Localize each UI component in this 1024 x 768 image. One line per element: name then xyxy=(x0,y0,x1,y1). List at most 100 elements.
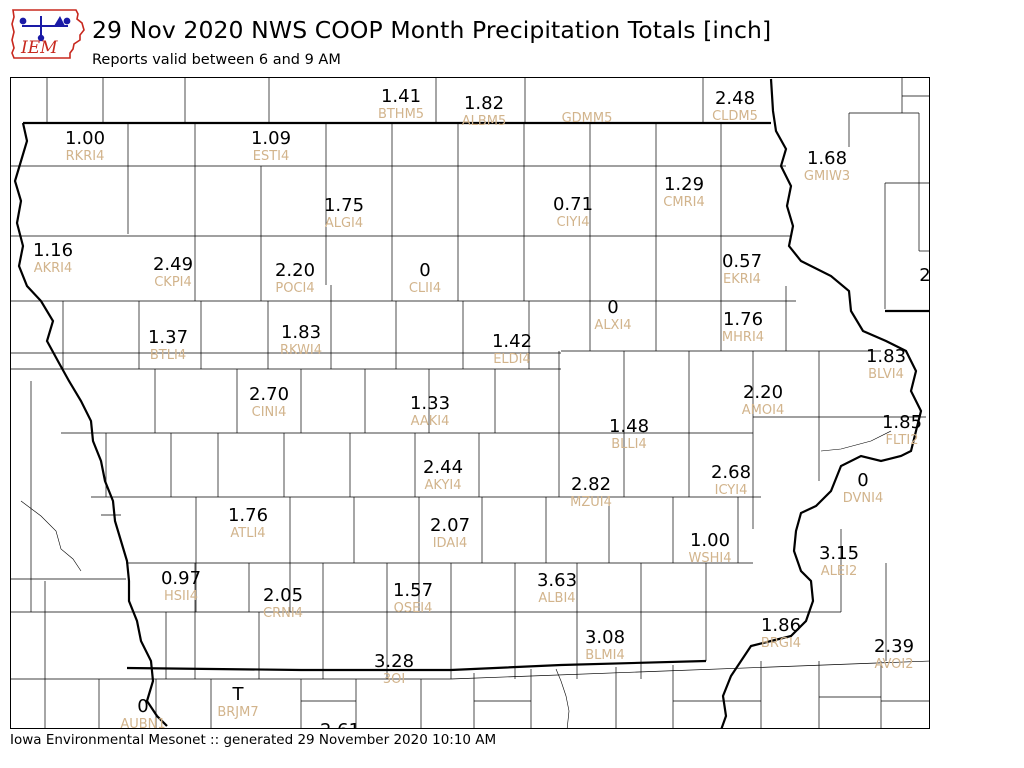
station-id: BTHM5 xyxy=(378,107,424,122)
station-id: ALXI4 xyxy=(594,318,631,333)
county-boundaries xyxy=(11,78,929,728)
station-value: 2.70 xyxy=(249,384,289,405)
station-value: 2.48 xyxy=(715,88,755,109)
station-value: 1.83 xyxy=(281,322,321,343)
station-value: 1.37 xyxy=(148,327,188,348)
station-value: 0.97 xyxy=(161,568,201,589)
station-id: ALBM5 xyxy=(462,114,507,129)
station-value: 1.42 xyxy=(492,331,532,352)
page-subtitle: Reports valid between 6 and 9 AM xyxy=(92,52,341,68)
station-id: 3OI xyxy=(383,672,405,687)
minor-rivers xyxy=(20,430,892,728)
station-value: 2.39 xyxy=(874,636,914,657)
station-value: T xyxy=(232,684,245,705)
footer-credit: Iowa Environmental Mesonet :: generated … xyxy=(10,732,497,748)
station-value: 1.33 xyxy=(410,393,450,414)
station-value: 1.29 xyxy=(664,174,704,195)
station-id: RKWI4 xyxy=(280,343,322,358)
station-value: 3.15 xyxy=(819,543,859,564)
station-id: ICYI4 xyxy=(715,483,748,498)
station-id: GMIW3 xyxy=(804,169,850,184)
station-value: 1.41 xyxy=(381,86,421,107)
station-value: 1.09 xyxy=(251,128,291,149)
station-id: CINI4 xyxy=(252,405,287,420)
station-id: MZUI4 xyxy=(570,495,612,510)
state-boundaries xyxy=(13,78,929,728)
station-value: 2.07 xyxy=(430,515,470,536)
station-value: 1.86 xyxy=(761,615,801,636)
station-value: 2.82 xyxy=(571,474,611,495)
header: IEM 29 Nov 2020 NWS COOP Month Precipita… xyxy=(0,0,1024,76)
page-title: 29 Nov 2020 NWS COOP Month Precipitation… xyxy=(92,16,772,44)
station-value: 1.00 xyxy=(65,128,105,149)
weather-station-icon xyxy=(19,16,71,42)
station-value: 1.83 xyxy=(866,346,906,367)
station-id: OSEI4 xyxy=(394,601,433,616)
station-value: 1.82 xyxy=(464,93,504,114)
station-id: ALEI2 xyxy=(821,564,857,579)
station-id: EKRI4 xyxy=(723,272,761,287)
station-value: 3.28 xyxy=(374,651,414,672)
station-value: 2.44 xyxy=(423,457,463,478)
station-value: 2.20 xyxy=(743,382,783,403)
station-id: AAKI4 xyxy=(411,414,450,429)
iem-logo: IEM xyxy=(11,9,85,59)
station-id: IDAI4 xyxy=(433,536,468,551)
station-value: 1.75 xyxy=(324,195,364,216)
station-id: CMRI4 xyxy=(663,195,704,210)
station-id: CLDM5 xyxy=(712,109,758,124)
station-id: POCI4 xyxy=(275,281,314,296)
station-value: 3.63 xyxy=(537,570,577,591)
missouri-river xyxy=(13,122,168,727)
station-value: 3.08 xyxy=(585,627,625,648)
station-value: 0 xyxy=(857,470,868,491)
station-value: 1.76 xyxy=(723,309,763,330)
station-value: 1.68 xyxy=(807,148,847,169)
station-id: BLLI4 xyxy=(611,437,647,452)
station-id: RKRI4 xyxy=(66,149,105,164)
station-id: BRJM7 xyxy=(217,705,258,720)
station-value: 0 xyxy=(419,260,430,281)
station-value: 0.57 xyxy=(722,251,762,272)
station-id: BRGI4 xyxy=(761,636,801,651)
station-value: 2.61 xyxy=(320,720,360,729)
map-panel: 1.41 BTHM5 1.82 ALBM5 GDMM5 2.48 CLDM5 1.00 RKRI… xyxy=(10,77,930,729)
station-value: 1.76 xyxy=(228,505,268,526)
station-id: CKPI4 xyxy=(154,275,192,290)
station-id: ALBI4 xyxy=(538,591,575,606)
station-id: GDMM5 xyxy=(562,111,613,126)
mississippi-river xyxy=(720,78,923,728)
station-value: 2.05 xyxy=(263,585,303,606)
station-value: 1.57 xyxy=(393,580,433,601)
station-id: DVNI4 xyxy=(843,491,884,506)
station-id: AKYI4 xyxy=(424,478,461,493)
station-id: BLMI4 xyxy=(585,648,624,663)
